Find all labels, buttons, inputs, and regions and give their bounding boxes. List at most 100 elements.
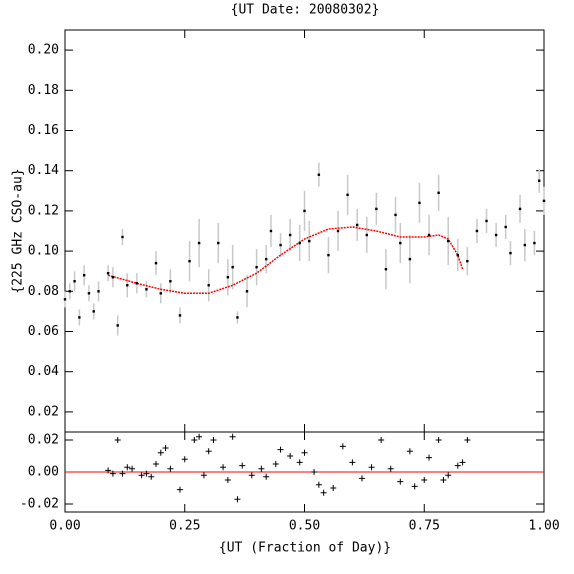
residual-point xyxy=(124,464,131,471)
data-point xyxy=(523,243,527,247)
residual-point xyxy=(153,461,160,467)
residual-point xyxy=(119,470,126,477)
fit-line xyxy=(107,226,464,295)
residual-point xyxy=(229,433,236,440)
data-point xyxy=(317,173,321,176)
residual-point xyxy=(129,465,136,472)
residual-point xyxy=(196,433,203,440)
data-point xyxy=(303,209,306,213)
data-point xyxy=(106,272,110,275)
data-point xyxy=(145,288,148,291)
data-point xyxy=(217,241,220,245)
residual-point xyxy=(205,448,212,455)
data-point xyxy=(264,257,268,261)
y-tick-label: 0.18 xyxy=(28,83,59,98)
residual-point xyxy=(234,496,241,503)
y-tick-label: 0.08 xyxy=(28,284,59,299)
residual-point xyxy=(105,467,112,474)
x-tick-label: 0.50 xyxy=(289,519,320,534)
data-point xyxy=(207,284,210,287)
residual-point xyxy=(272,461,279,467)
data-point xyxy=(485,219,488,223)
data-point xyxy=(494,233,498,237)
residual-point xyxy=(464,437,471,443)
residual-point xyxy=(387,465,394,472)
residual-point xyxy=(191,437,198,443)
residual-point xyxy=(406,448,413,455)
residual-point xyxy=(311,469,318,475)
residual-point xyxy=(200,472,207,479)
data-point xyxy=(236,316,239,319)
data-point xyxy=(226,276,230,279)
data-point xyxy=(126,284,129,287)
data-point xyxy=(169,280,172,283)
y-tick-label: 0.14 xyxy=(28,163,59,178)
data-point xyxy=(346,193,349,197)
data-point xyxy=(73,280,76,283)
data-point xyxy=(518,207,522,211)
residual-point xyxy=(114,437,121,443)
data-point xyxy=(87,292,91,295)
residual-point xyxy=(454,462,461,469)
data-point xyxy=(111,276,115,279)
residual-point xyxy=(239,462,246,469)
data-point xyxy=(509,251,512,255)
residual-point xyxy=(349,459,356,466)
data-point xyxy=(327,253,330,257)
data-point xyxy=(542,199,546,203)
residual-point xyxy=(210,437,217,443)
residual-point xyxy=(421,477,428,483)
data-point xyxy=(154,261,158,265)
data-point xyxy=(418,201,421,205)
y-axis-label: {225 GHz CSO-au} xyxy=(11,168,26,293)
y-tick-label: 0.16 xyxy=(28,123,59,138)
residual-point xyxy=(320,489,327,496)
data-point xyxy=(394,213,397,217)
y-tick-label: 0.02 xyxy=(28,433,59,448)
residual-point xyxy=(368,464,375,471)
y-tick-label: 0.20 xyxy=(28,43,59,58)
data-point xyxy=(355,223,359,227)
data-point xyxy=(255,265,258,269)
residual-point xyxy=(109,470,116,477)
chart-title: {UT Date: 20080302} xyxy=(231,3,380,18)
residual-point xyxy=(148,473,155,480)
data-point xyxy=(78,316,81,319)
residual-point xyxy=(296,459,303,466)
residual-point xyxy=(157,449,164,456)
data-point xyxy=(375,207,378,211)
residual-point xyxy=(162,445,169,451)
data-point xyxy=(92,310,95,313)
residual-point xyxy=(263,473,270,480)
data-point xyxy=(116,324,119,327)
y-tick-label: 0.06 xyxy=(28,324,59,339)
data-point xyxy=(63,298,67,301)
data-point xyxy=(188,259,191,263)
data-point xyxy=(475,229,479,233)
residual-point xyxy=(176,486,183,493)
residual-point xyxy=(358,475,365,482)
residual-point xyxy=(411,483,418,490)
data-point xyxy=(68,290,71,293)
data-point xyxy=(533,241,536,245)
residual-point xyxy=(301,449,308,456)
data-point xyxy=(298,241,301,245)
data-point xyxy=(456,253,459,257)
data-point xyxy=(135,282,139,285)
y-tick-label: 0.02 xyxy=(28,404,59,419)
data-point xyxy=(466,259,469,263)
data-point xyxy=(427,233,431,237)
x-tick-label: 0.00 xyxy=(49,519,80,534)
residual-point xyxy=(224,477,231,483)
residual-point xyxy=(138,472,145,479)
residual-point xyxy=(277,446,284,453)
data-point xyxy=(279,243,282,247)
x-tick-label: 1.00 xyxy=(528,519,559,534)
data-point xyxy=(538,179,541,182)
y-tick-label: 0.04 xyxy=(28,364,59,379)
data-point xyxy=(178,314,182,317)
x-tick-label: 0.75 xyxy=(409,519,440,534)
residual-point xyxy=(315,481,322,488)
data-point xyxy=(504,225,507,229)
residual-point xyxy=(181,456,188,463)
